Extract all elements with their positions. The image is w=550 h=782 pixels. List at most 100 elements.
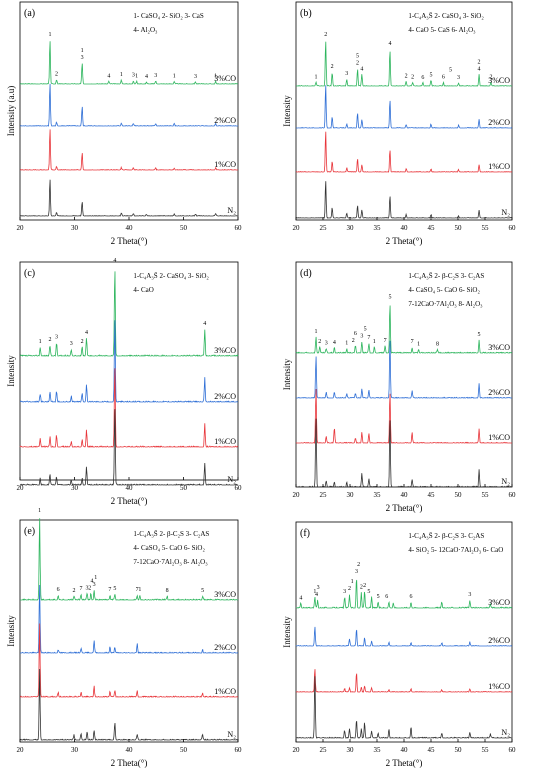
peak-label: 1 bbox=[138, 587, 141, 593]
series-label: N₂ bbox=[501, 728, 510, 737]
peak-label: 1 bbox=[48, 32, 51, 38]
peak-label: 4 bbox=[145, 74, 148, 80]
x-tick-label: 40 bbox=[401, 491, 409, 499]
peak-label: 3 bbox=[132, 72, 135, 78]
peak-label: 7 bbox=[80, 586, 83, 592]
peak-label: 2 bbox=[348, 586, 351, 592]
x-tick-label: 30 bbox=[347, 224, 355, 232]
series-label: 2%CO bbox=[214, 116, 236, 125]
peak-label: 4 bbox=[107, 73, 110, 79]
legend-entry: 1- CaSO₄ 2- SiO₂ 3- CaS bbox=[133, 12, 204, 20]
peak-label: 1 bbox=[373, 339, 376, 345]
series-line bbox=[295, 418, 513, 488]
x-tick-label: 45 bbox=[428, 224, 436, 232]
peak-label: 1 bbox=[351, 579, 354, 585]
peak-label: 1 bbox=[314, 74, 317, 80]
legend-entry: 4- CaO 5- CaS 6- Al₂O₃ bbox=[408, 26, 476, 34]
peak-label: 3 bbox=[55, 335, 58, 341]
peak-label: 2 bbox=[331, 64, 334, 70]
peak-label: 1 bbox=[314, 329, 317, 335]
series-label: 2%CO bbox=[214, 643, 236, 652]
series-line bbox=[19, 368, 239, 448]
series-line bbox=[296, 41, 512, 87]
panel-label: (b) bbox=[300, 8, 312, 19]
series-line bbox=[295, 626, 513, 647]
peak-label: 2 bbox=[411, 74, 414, 80]
peak-label: 4 bbox=[388, 41, 391, 47]
panel-label: (c) bbox=[24, 268, 35, 279]
x-tick-label: 25 bbox=[320, 224, 328, 232]
peak-label: 4 bbox=[113, 258, 116, 264]
x-tick-label: 60 bbox=[509, 746, 517, 754]
series-line bbox=[20, 518, 239, 601]
chart-panel: (d) 1-C₄A₃S̄ 2- β-C₂S 3- C₂AS 4- CaSO₄ 5- … bbox=[282, 261, 516, 513]
x-tick-label: 60 bbox=[235, 746, 243, 754]
x-tick-label: 55 bbox=[482, 491, 490, 499]
series-label: 2%CO bbox=[488, 388, 510, 397]
x-tick-label: 40 bbox=[401, 224, 409, 232]
peak-label: 3 bbox=[317, 585, 320, 591]
peak-label: 6 bbox=[354, 331, 357, 337]
peak-label: 2 bbox=[356, 61, 359, 67]
y-axis-label: Intensity bbox=[6, 615, 16, 647]
x-tick-label: 60 bbox=[235, 224, 243, 232]
series-label: 3%CO bbox=[488, 76, 510, 85]
peak-label: 5 bbox=[377, 594, 380, 600]
peak-label: 2 bbox=[88, 585, 91, 591]
peak-label: 5 bbox=[430, 72, 433, 78]
peak-label: 2 bbox=[48, 337, 51, 343]
x-axis-label: 2 Theta(°) bbox=[111, 236, 148, 246]
x-axis-label: 2 Theta(°) bbox=[386, 758, 423, 768]
peak-label: 5 bbox=[449, 67, 452, 73]
y-axis-label: Intensity bbox=[282, 95, 292, 127]
series-line bbox=[19, 179, 238, 217]
x-tick-label: 50 bbox=[455, 491, 463, 499]
x-axis-label: 2 Theta(°) bbox=[386, 236, 423, 246]
x-tick-label: 55 bbox=[482, 746, 490, 754]
series-line bbox=[295, 669, 513, 693]
peak-label: 3 bbox=[194, 74, 197, 80]
plot-frame bbox=[19, 1, 239, 221]
y-axis-label: Intensity (a.u) bbox=[6, 86, 16, 136]
series-line bbox=[295, 131, 513, 173]
x-tick-label: 40 bbox=[126, 224, 134, 232]
x-tick-label: 35 bbox=[374, 224, 382, 232]
peak-label: 4 bbox=[203, 321, 206, 327]
series-label: N₂ bbox=[501, 477, 510, 486]
peak-label: 1 bbox=[39, 339, 42, 345]
panel-label: (a) bbox=[24, 8, 35, 19]
series-label: 1%CO bbox=[488, 433, 510, 442]
x-tick-label: 35 bbox=[374, 491, 382, 499]
x-tick-label: 60 bbox=[509, 224, 517, 232]
series-line bbox=[20, 41, 239, 85]
peak-label: 7 bbox=[108, 587, 111, 593]
peak-label: 5 bbox=[201, 588, 204, 594]
peak-label: 3 bbox=[70, 341, 73, 347]
peak-label: 2 bbox=[324, 32, 327, 38]
peak-label: 1 bbox=[135, 73, 138, 79]
x-tick-label: 60 bbox=[235, 484, 243, 492]
series-line bbox=[19, 129, 239, 171]
series-label: N₂ bbox=[227, 730, 236, 739]
plot-frame bbox=[295, 521, 513, 743]
series-label: N₂ bbox=[227, 475, 236, 484]
x-tick-label: 50 bbox=[455, 746, 463, 754]
peak-label: 6 bbox=[385, 594, 388, 600]
peak-label: 7 bbox=[411, 339, 414, 345]
peak-label: 2 bbox=[72, 588, 75, 594]
x-tick-label: 20 bbox=[17, 224, 25, 232]
peak-label: 3 bbox=[86, 585, 89, 591]
x-tick-label: 50 bbox=[180, 224, 188, 232]
peak-label: 2 bbox=[318, 339, 321, 345]
x-tick-label: 50 bbox=[180, 484, 188, 492]
panel-label: (e) bbox=[24, 526, 35, 537]
peak-label: 1 bbox=[38, 508, 41, 514]
y-axis-label: Intensity bbox=[282, 616, 292, 648]
peak-label: 3 bbox=[81, 55, 84, 61]
x-tick-label: 30 bbox=[71, 224, 79, 232]
x-axis-label: 2 Theta(°) bbox=[111, 758, 148, 768]
peak-label: 7 bbox=[136, 587, 139, 593]
peak-label: 1 bbox=[81, 48, 84, 54]
x-tick-label: 20 bbox=[293, 224, 301, 232]
series-label: 1%CO bbox=[214, 437, 236, 446]
